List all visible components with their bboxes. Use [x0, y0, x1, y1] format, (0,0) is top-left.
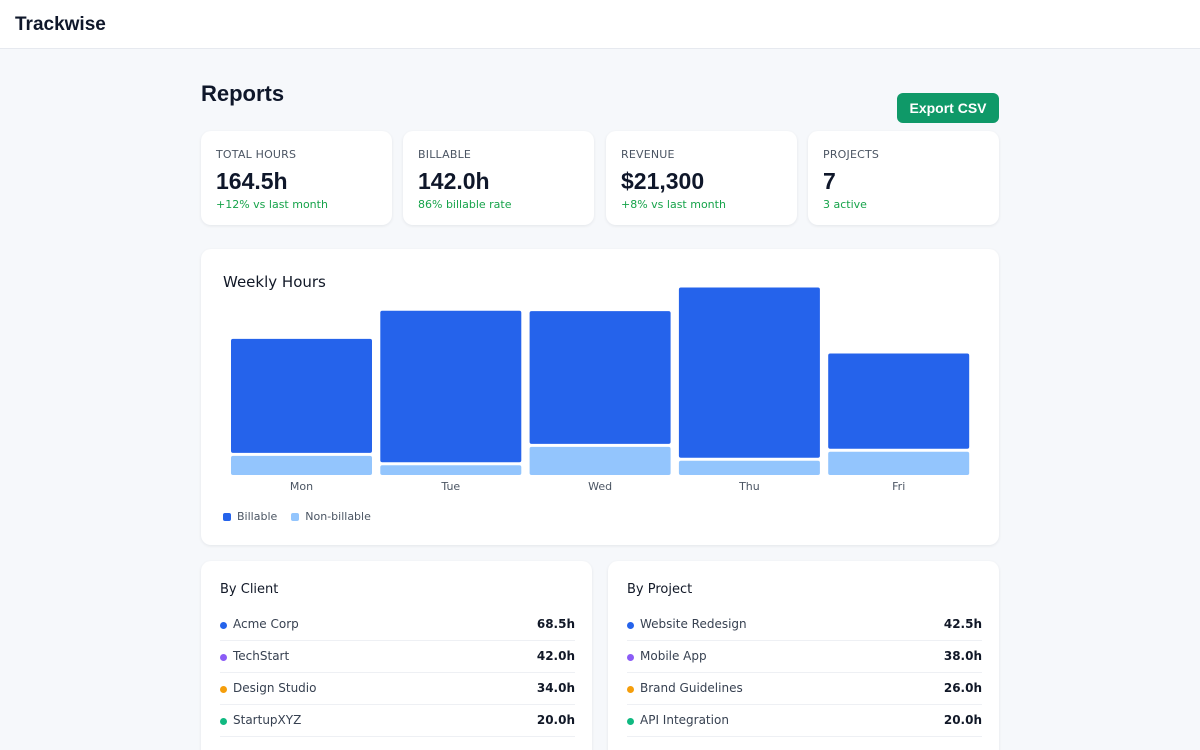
- by-project-title: By Project: [627, 582, 693, 597]
- legend-item-non-billable: Non-billable: [291, 510, 371, 523]
- project-name: Website Redesign: [640, 617, 747, 631]
- bar-non-billable-tue[interactable]: [380, 465, 522, 475]
- color-dot-icon: [627, 622, 634, 629]
- client-hours: 20.0h: [536, 713, 575, 727]
- client-row[interactable]: TechStart 42.0h: [220, 641, 575, 673]
- color-dot-icon: [220, 654, 227, 661]
- project-row[interactable]: Website Redesign 42.5h: [627, 609, 982, 641]
- color-dot-icon: [220, 686, 227, 693]
- project-row[interactable]: Brand Guidelines 26.0h: [627, 673, 982, 705]
- project-name: Mobile App: [640, 649, 707, 663]
- client-row[interactable]: Design Studio 34.0h: [220, 673, 575, 705]
- stat-label: TOTAL HOURS: [216, 148, 297, 161]
- by-project-card: By Project Website Redesign 42.5h Mobile…: [608, 561, 999, 750]
- project-hours: 42.5h: [943, 617, 982, 631]
- client-name: Design Studio: [233, 681, 317, 695]
- project-row[interactable]: Mobile App 38.0h: [627, 641, 982, 673]
- legend-label: Non-billable: [305, 510, 371, 523]
- stat-delta: +12% vs last month: [216, 198, 328, 211]
- bar-non-billable-wed[interactable]: [529, 446, 671, 475]
- bar-non-billable-mon[interactable]: [231, 455, 372, 475]
- bar-billable-tue[interactable]: [380, 310, 522, 463]
- client-name: Acme Corp: [233, 617, 299, 631]
- project-hours: 26.0h: [943, 681, 982, 695]
- bar-non-billable-fri[interactable]: [828, 451, 970, 475]
- stat-card-billable: BILLABLE 142.0h 86% billable rate: [403, 131, 594, 225]
- project-row[interactable]: API Integration 20.0h: [627, 705, 982, 737]
- stat-value: 164.5h: [216, 168, 288, 194]
- color-dot-icon: [627, 718, 634, 725]
- project-name: API Integration: [640, 713, 729, 727]
- x-tick-label-mon: Mon: [290, 480, 313, 493]
- client-row[interactable]: StartupXYZ 20.0h: [220, 705, 575, 737]
- bar-billable-mon[interactable]: [231, 338, 372, 453]
- legend-swatch-billable: [223, 512, 231, 521]
- weekly-hours-chart: Mon Tue Wed Thu Fri: [231, 287, 970, 493]
- client-hours: 68.5h: [536, 617, 575, 631]
- stat-delta: +8% vs last month: [621, 198, 726, 211]
- stat-card-revenue: REVENUE $21,300 +8% vs last month: [606, 131, 797, 225]
- stat-value: 7: [823, 168, 836, 194]
- stat-delta: 86% billable rate: [418, 198, 512, 211]
- stat-value: 142.0h: [418, 168, 490, 194]
- bar-billable-wed[interactable]: [529, 311, 671, 444]
- legend-swatch-non-billable: [291, 512, 300, 521]
- page-title: Reports: [201, 81, 285, 106]
- bar-billable-fri[interactable]: [828, 353, 970, 449]
- legend-item-billable: Billable: [223, 510, 277, 523]
- stat-label: BILLABLE: [418, 148, 472, 161]
- x-tick-label-fri: Fri: [892, 480, 905, 493]
- client-hours: 42.0h: [536, 649, 575, 663]
- client-name: StartupXYZ: [233, 713, 302, 727]
- by-client-title: By Client: [220, 582, 279, 597]
- stat-card-total-hours: TOTAL HOURS 164.5h +12% vs last month: [201, 131, 392, 225]
- legend-label: Billable: [237, 510, 278, 523]
- project-hours: 38.0h: [943, 649, 982, 663]
- app-logo[interactable]: Trackwise: [15, 14, 106, 35]
- color-dot-icon: [220, 718, 227, 725]
- client-hours: 34.0h: [536, 681, 575, 695]
- stat-label: REVENUE: [621, 148, 675, 161]
- bar-non-billable-thu[interactable]: [678, 460, 820, 475]
- color-dot-icon: [627, 654, 634, 661]
- chart-title: Weekly Hours: [223, 273, 326, 291]
- x-tick-label-thu: Thu: [738, 480, 760, 493]
- stat-card-projects: PROJECTS 7 3 active: [808, 131, 999, 225]
- x-tick-label-tue: Tue: [440, 480, 460, 493]
- stat-label: PROJECTS: [823, 148, 880, 161]
- client-row[interactable]: Acme Corp 68.5h: [220, 609, 575, 641]
- x-tick-label-wed: Wed: [588, 480, 612, 493]
- by-client-card: By Client Acme Corp 68.5h TechStart 42.0…: [201, 561, 592, 750]
- client-name: TechStart: [233, 649, 290, 663]
- export-csv-button[interactable]: Export CSV: [897, 93, 999, 123]
- stat-value: $21,300: [621, 168, 705, 194]
- project-hours: 20.0h: [943, 713, 982, 727]
- weekly-hours-chart-card: Weekly Hours Mon Tue Wed Thu Fri Billable No…: [201, 249, 999, 545]
- chart-legend: Billable Non-billable: [223, 510, 371, 523]
- stat-delta: 3 active: [823, 198, 867, 211]
- color-dot-icon: [627, 686, 634, 693]
- bar-billable-thu[interactable]: [678, 287, 820, 458]
- project-name: Brand Guidelines: [640, 681, 743, 695]
- top-bar: Trackwise: [0, 0, 1200, 49]
- color-dot-icon: [220, 622, 227, 629]
